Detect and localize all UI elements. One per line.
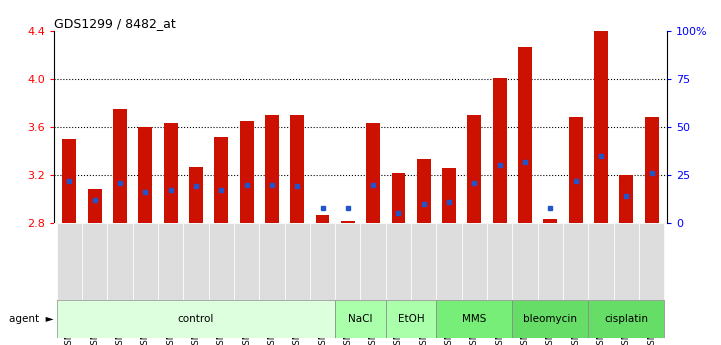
FancyBboxPatch shape [57, 223, 82, 300]
FancyBboxPatch shape [260, 223, 285, 300]
Bar [316, 215, 329, 223]
Bar [239, 121, 254, 223]
Bar [467, 115, 482, 223]
Bar [619, 175, 633, 223]
FancyBboxPatch shape [386, 300, 436, 338]
FancyBboxPatch shape [436, 223, 461, 300]
FancyBboxPatch shape [588, 300, 664, 338]
FancyBboxPatch shape [538, 223, 563, 300]
FancyBboxPatch shape [107, 223, 133, 300]
FancyBboxPatch shape [183, 223, 208, 300]
Bar [392, 172, 405, 223]
FancyBboxPatch shape [614, 223, 639, 300]
Text: cisplatin: cisplatin [604, 314, 648, 324]
Text: GDS1299 / 8482_at: GDS1299 / 8482_at [54, 17, 176, 30]
FancyBboxPatch shape [386, 223, 411, 300]
FancyBboxPatch shape [461, 223, 487, 300]
FancyBboxPatch shape [158, 223, 183, 300]
Bar [214, 137, 228, 223]
Bar [113, 109, 127, 223]
Bar [88, 189, 102, 223]
Text: MMS: MMS [462, 314, 487, 324]
FancyBboxPatch shape [335, 300, 386, 338]
FancyBboxPatch shape [133, 223, 158, 300]
Bar [341, 220, 355, 223]
Bar [366, 124, 380, 223]
FancyBboxPatch shape [285, 223, 310, 300]
FancyBboxPatch shape [487, 223, 513, 300]
Bar [594, 31, 608, 223]
FancyBboxPatch shape [588, 223, 614, 300]
FancyBboxPatch shape [335, 223, 360, 300]
FancyBboxPatch shape [82, 223, 107, 300]
FancyBboxPatch shape [639, 223, 664, 300]
FancyBboxPatch shape [360, 223, 386, 300]
FancyBboxPatch shape [234, 223, 260, 300]
Bar [645, 117, 659, 223]
Bar [62, 139, 76, 223]
Bar [138, 127, 152, 223]
Bar [442, 168, 456, 223]
Bar [164, 124, 177, 223]
Text: EtOH: EtOH [398, 314, 425, 324]
FancyBboxPatch shape [563, 223, 588, 300]
FancyBboxPatch shape [436, 300, 513, 338]
Bar [569, 117, 583, 223]
FancyBboxPatch shape [411, 223, 436, 300]
FancyBboxPatch shape [513, 300, 588, 338]
FancyBboxPatch shape [208, 223, 234, 300]
FancyBboxPatch shape [513, 223, 538, 300]
Text: bleomycin: bleomycin [523, 314, 578, 324]
Bar [417, 159, 430, 223]
Bar [265, 115, 279, 223]
Text: agent  ►: agent ► [9, 314, 54, 324]
Bar [544, 219, 557, 223]
Text: control: control [177, 314, 214, 324]
Bar [189, 167, 203, 223]
FancyBboxPatch shape [57, 300, 335, 338]
Bar [291, 115, 304, 223]
Bar [493, 78, 507, 223]
Bar [518, 47, 532, 223]
Text: NaCl: NaCl [348, 314, 373, 324]
FancyBboxPatch shape [310, 223, 335, 300]
